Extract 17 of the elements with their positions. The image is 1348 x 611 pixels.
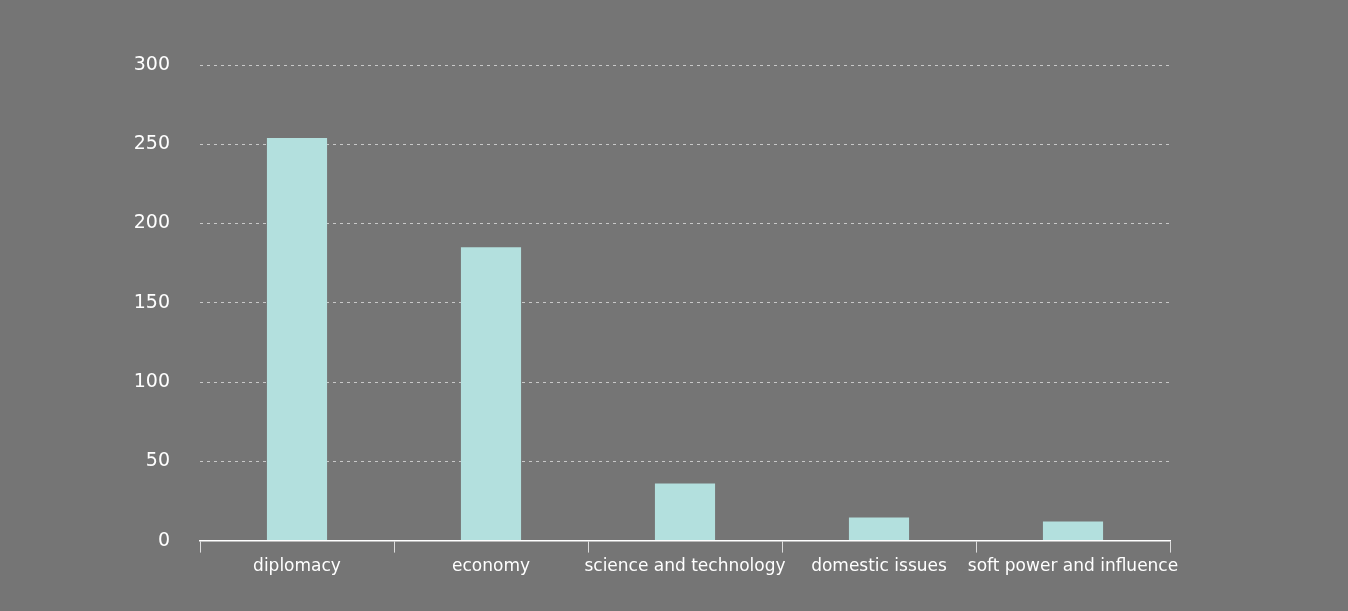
bar — [266, 137, 328, 541]
y-tick-label: 300 — [133, 51, 170, 74]
x-tick-label: soft power and influence — [967, 555, 1179, 576]
y-tick-label: 100 — [133, 369, 170, 391]
y-tick-label: 250 — [133, 131, 170, 154]
x-tick-label: domestic issues — [811, 555, 948, 576]
bar — [1042, 521, 1104, 541]
bar — [460, 247, 522, 541]
bar — [848, 517, 910, 541]
x-tick-label: economy — [451, 555, 531, 576]
x-tick-label: science and technology — [584, 555, 786, 576]
bar — [654, 483, 716, 541]
y-tick-label: 150 — [133, 289, 170, 312]
y-tick-label: 200 — [133, 210, 170, 233]
y-tick-label: 0 — [157, 527, 170, 550]
x-tick-label: diplomacy — [253, 555, 341, 576]
y-tick-label: 50 — [145, 448, 170, 471]
